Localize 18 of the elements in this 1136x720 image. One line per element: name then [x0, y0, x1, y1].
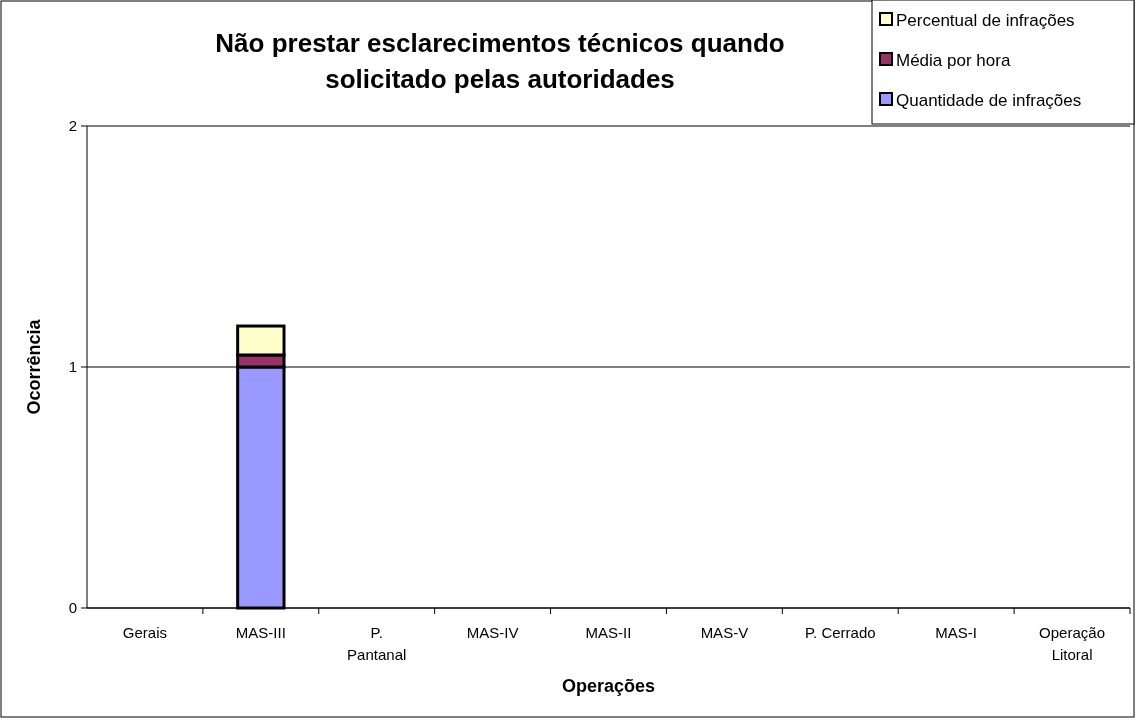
x-tick-label: MAS-V	[700, 624, 749, 641]
x-tick-label: MAS-III	[235, 624, 286, 641]
x-tick-label: MAS-II	[585, 624, 632, 641]
x-tick-label: Operação Litoral	[1039, 624, 1105, 663]
legend-label: Percentual de infrações	[896, 10, 1075, 30]
y-tick-label: 1	[68, 358, 77, 376]
x-axis-title: Operações	[561, 676, 656, 696]
x-tick-label: MAS-I	[935, 624, 977, 641]
x-tick-label: P. Cerrado	[804, 624, 876, 641]
legend-label: Quantidade de infrações	[896, 90, 1082, 110]
x-tick-label: P. Pantanal	[347, 624, 407, 663]
legend-label: Média por hora	[896, 50, 1011, 70]
chart-title: Não prestar esclarecimentos técnicos quando solicitado pelas autoridades	[215, 28, 785, 94]
x-tick-label: MAS-IV	[466, 624, 519, 641]
y-tick-label: 2	[68, 117, 77, 135]
y-tick-label: 0	[68, 599, 77, 617]
y-axis-title: Ocorrência	[24, 318, 44, 415]
x-tick-label: Gerais	[122, 624, 168, 641]
